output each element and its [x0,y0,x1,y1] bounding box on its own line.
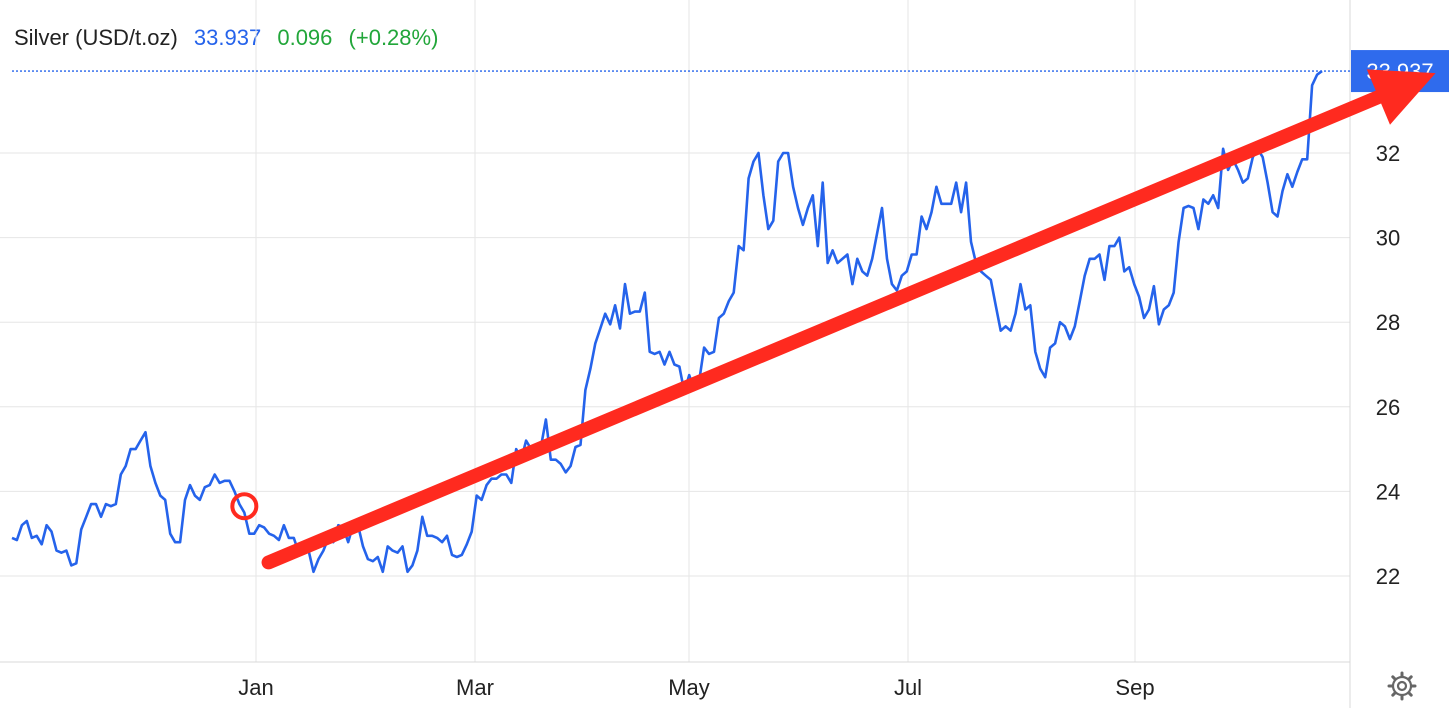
y-tick-label: 32 [1376,141,1400,166]
y-tick-label: 22 [1376,564,1400,589]
trend-arrow-head [1366,69,1436,125]
gear-icon[interactable] [1386,670,1418,702]
y-tick-label: 28 [1376,310,1400,335]
x-tick-label: May [668,675,710,700]
chart-header: Silver (USD/t.oz) 33.937 0.096 (+0.28%) [14,25,448,51]
y-tick-label: 26 [1376,395,1400,420]
start-marker-circle [230,492,259,521]
x-tick-label: Jul [894,675,922,700]
x-tick-label: Mar [456,675,494,700]
chart-title: Silver (USD/t.oz) [14,25,178,50]
last-price: 33.937 [193,25,262,50]
silver-price-line [11,70,1323,574]
y-tick-label: 24 [1376,479,1400,504]
x-tick-label: Sep [1115,675,1154,700]
price-change-pct: (+0.28%) [348,25,439,50]
trend-arrow-shaft [261,90,1386,570]
price-change: 0.096 [277,25,333,50]
x-tick-label: Jan [238,675,273,700]
y-tick-label: 30 [1376,226,1400,251]
